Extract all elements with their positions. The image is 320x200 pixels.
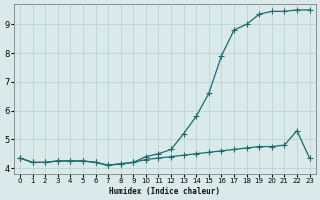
X-axis label: Humidex (Indice chaleur): Humidex (Indice chaleur) (109, 187, 220, 196)
